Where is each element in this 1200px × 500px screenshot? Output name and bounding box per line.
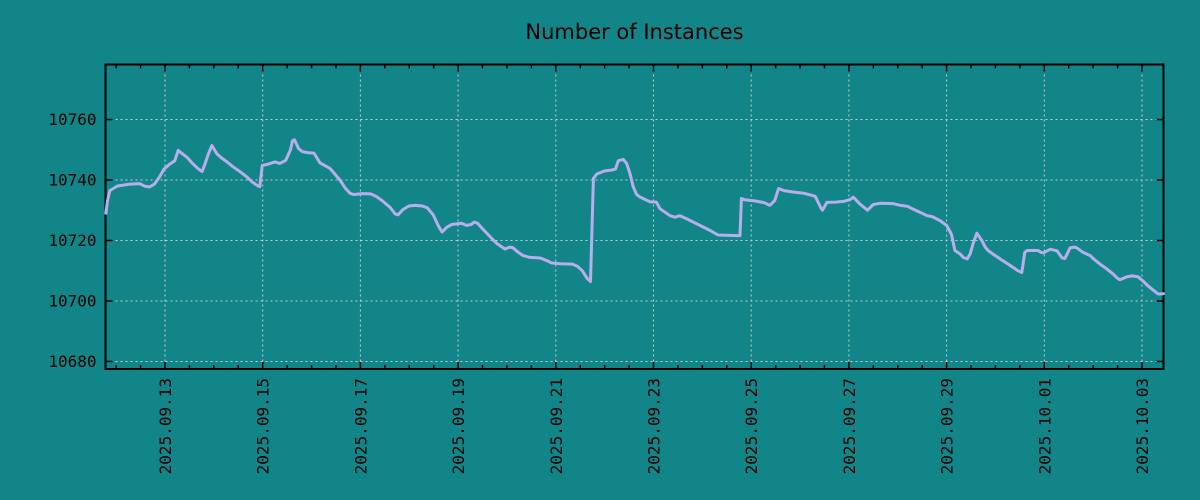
x-tick-label: 2025.09.15: [254, 378, 273, 474]
x-tick-label: 2025.10.03: [1133, 378, 1152, 474]
plot-border: [104, 63, 1165, 370]
axis-labels: 10680 10700 10720 10740 10760 2025.09.13 2025.…: [48, 110, 1152, 474]
grid-lines: [105, 64, 1164, 369]
y-tick-label: 10700: [48, 291, 96, 310]
y-tick-label: 10760: [48, 110, 96, 129]
x-tick-label: 2025.09.25: [742, 378, 761, 474]
axis-ticks: [105, 64, 1164, 369]
x-tick-label: 2025.09.21: [547, 378, 566, 474]
x-tick-label: 2025.09.23: [645, 378, 664, 474]
x-tick-label: 2025.09.29: [938, 378, 957, 474]
x-tick-label: 2025.09.27: [840, 378, 859, 474]
x-tick-label: 2025.09.13: [156, 378, 175, 474]
y-tick-label: 10720: [48, 231, 96, 250]
y-tick-label: 10740: [48, 171, 96, 190]
x-tick-label: 2025.09.19: [449, 378, 468, 474]
x-tick-label: 2025.09.17: [351, 378, 370, 474]
y-tick-label: 10680: [48, 352, 96, 371]
series-line-instances: [104, 138, 1165, 296]
chart-title: Number of Instances: [525, 20, 743, 44]
x-tick-label: 2025.10.01: [1035, 378, 1054, 474]
